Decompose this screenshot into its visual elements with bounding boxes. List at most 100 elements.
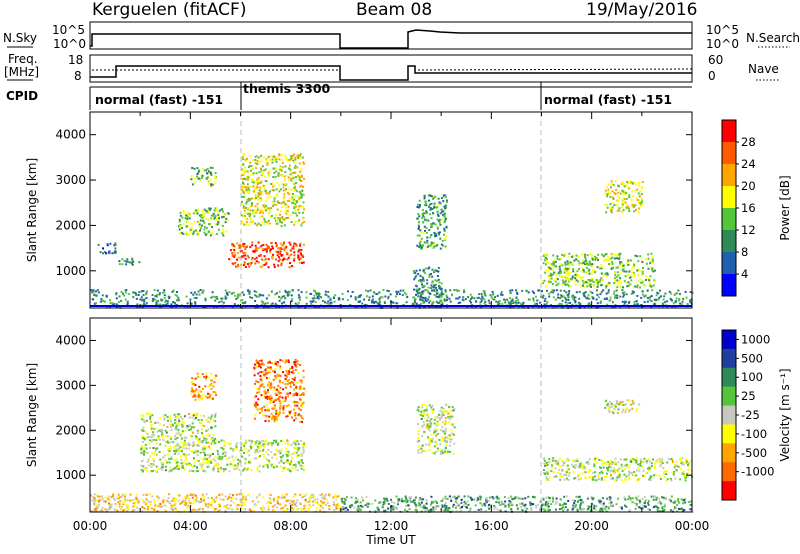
data-cell [256, 178, 259, 181]
data-cell [245, 169, 248, 172]
data-cell [277, 153, 280, 156]
colorbar-swatch [722, 120, 736, 143]
data-cell [568, 252, 571, 255]
data-cell [244, 257, 247, 260]
data-cell [581, 253, 584, 256]
data-cell [663, 295, 666, 298]
data-cell [604, 203, 607, 206]
data-cell [422, 269, 425, 272]
data-cell [195, 438, 198, 441]
data-cell [624, 190, 627, 193]
data-cell [561, 504, 564, 507]
data-cell [250, 442, 253, 445]
data-cell [427, 290, 429, 293]
data-cell [275, 170, 278, 173]
data-cell [156, 442, 158, 445]
data-cell [231, 243, 234, 246]
data-cell [567, 499, 570, 502]
data-cell [629, 180, 632, 183]
data-cell [201, 174, 204, 177]
data-cell [299, 196, 302, 199]
data-cell [614, 274, 617, 277]
data-cell [184, 499, 187, 502]
data-cell [442, 213, 445, 216]
data-cell [224, 495, 227, 498]
data-cell [294, 439, 297, 442]
data-cell [662, 303, 665, 306]
data-cell [267, 155, 270, 158]
data-cell [294, 164, 297, 167]
data-cell [423, 197, 426, 200]
data-cell [417, 272, 420, 275]
data-cell [584, 291, 587, 293]
data-cell [141, 290, 144, 293]
data-cell [261, 302, 264, 305]
data-cell [271, 505, 274, 508]
data-cell [300, 461, 303, 464]
data-cell [623, 300, 626, 303]
data-cell [175, 445, 178, 447]
data-cell [300, 385, 302, 388]
data-cell [559, 498, 562, 501]
data-cell [423, 225, 426, 228]
data-cell [507, 503, 510, 506]
data-cell [445, 294, 448, 297]
data-cell [287, 450, 290, 453]
data-cell [294, 369, 297, 371]
data-cell [124, 495, 126, 498]
data-cell [170, 303, 173, 306]
data-cell [243, 172, 246, 175]
data-cell [269, 251, 271, 254]
data-cell [383, 509, 386, 512]
data-cell [94, 498, 97, 501]
data-cell [294, 188, 297, 191]
data-cell [282, 439, 285, 442]
data-cell [418, 499, 421, 502]
data-cell [209, 454, 212, 457]
data-cell [424, 272, 427, 275]
data-cell [266, 443, 269, 446]
data-cell [520, 302, 523, 305]
data-cell [243, 166, 246, 169]
data-cell [439, 294, 442, 297]
data-cell [193, 461, 196, 464]
data-cell [251, 244, 254, 247]
data-cell [616, 257, 618, 260]
data-cell [117, 501, 120, 504]
data-cell [173, 466, 176, 469]
data-cell [198, 293, 201, 296]
data-cell [476, 496, 479, 499]
data-cell [484, 300, 487, 303]
data-cell [237, 462, 239, 465]
data-cell [150, 424, 153, 427]
data-cell [586, 285, 589, 288]
data-cell [280, 440, 283, 442]
data-cell [195, 436, 198, 439]
data-cell [639, 203, 642, 206]
data-cell [414, 503, 417, 506]
data-cell [263, 169, 266, 172]
data-cell [555, 277, 558, 280]
data-cell [243, 445, 246, 448]
data-cell [149, 413, 152, 416]
data-cell [261, 221, 264, 224]
data-cell [308, 504, 311, 507]
data-cell [661, 505, 664, 508]
data-cell [687, 500, 690, 503]
data-cell [573, 298, 576, 301]
data-cell [460, 502, 463, 504]
data-cell [217, 455, 220, 457]
data-cell [207, 497, 210, 500]
data-cell [246, 170, 249, 173]
data-cell [461, 506, 463, 508]
data-cell [457, 503, 460, 506]
data-cell [217, 221, 220, 224]
data-cell [300, 174, 303, 177]
data-cell [543, 298, 546, 301]
data-cell [253, 215, 256, 218]
data-cell [324, 301, 327, 304]
data-cell [278, 202, 281, 205]
data-cell [247, 263, 249, 266]
data-cell [286, 360, 289, 363]
data-cell [241, 156, 244, 158]
